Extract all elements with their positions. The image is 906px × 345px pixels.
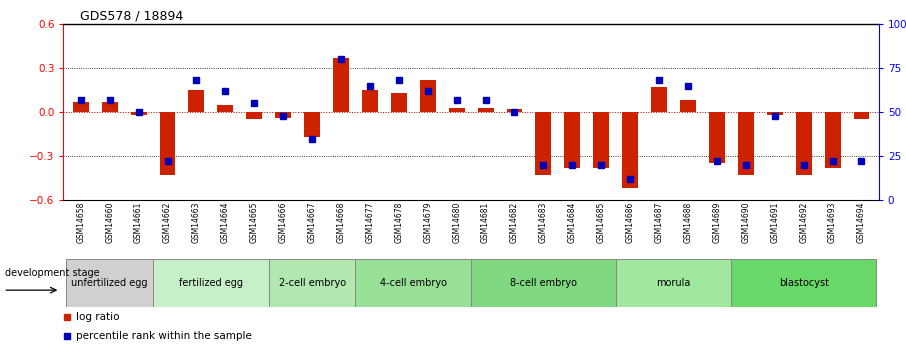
Text: unfertilized egg: unfertilized egg — [72, 278, 148, 288]
Bar — [188, 90, 205, 112]
Bar — [419, 80, 436, 112]
Bar — [506, 109, 523, 112]
Bar — [651, 87, 667, 112]
Bar — [217, 105, 233, 112]
Text: development stage: development stage — [5, 268, 99, 277]
Bar — [269, 259, 355, 307]
Text: 8-cell embryo: 8-cell embryo — [510, 278, 577, 288]
Bar — [680, 100, 696, 112]
Bar — [159, 112, 176, 175]
Bar — [477, 108, 494, 112]
Bar — [593, 112, 609, 168]
Bar — [333, 58, 349, 112]
Bar — [448, 108, 465, 112]
Text: 4-cell embryo: 4-cell embryo — [380, 278, 447, 288]
Text: morula: morula — [656, 278, 690, 288]
Bar — [390, 93, 407, 112]
Text: percentile rank within the sample: percentile rank within the sample — [76, 331, 252, 341]
Bar — [130, 112, 147, 115]
Text: 2-cell embryo: 2-cell embryo — [278, 278, 346, 288]
Bar — [795, 112, 812, 175]
Bar — [708, 112, 725, 164]
Bar — [362, 90, 378, 112]
Bar — [737, 112, 754, 175]
Text: blastocyst: blastocyst — [778, 278, 829, 288]
Bar — [564, 112, 580, 168]
Bar — [731, 259, 876, 307]
Bar — [153, 259, 269, 307]
Bar — [535, 112, 552, 175]
Bar — [616, 259, 731, 307]
Bar — [622, 112, 638, 188]
Bar — [766, 112, 783, 115]
Text: fertilized egg: fertilized egg — [178, 278, 243, 288]
Bar — [101, 102, 118, 112]
Text: GDS578 / 18894: GDS578 / 18894 — [80, 10, 183, 23]
Bar — [471, 259, 616, 307]
Bar — [355, 259, 471, 307]
Bar — [853, 112, 870, 119]
Bar — [72, 102, 89, 112]
Text: log ratio: log ratio — [76, 312, 120, 322]
Bar — [275, 112, 291, 118]
Bar — [66, 259, 153, 307]
Bar — [824, 112, 841, 168]
Bar — [304, 112, 320, 137]
Bar — [246, 112, 262, 119]
